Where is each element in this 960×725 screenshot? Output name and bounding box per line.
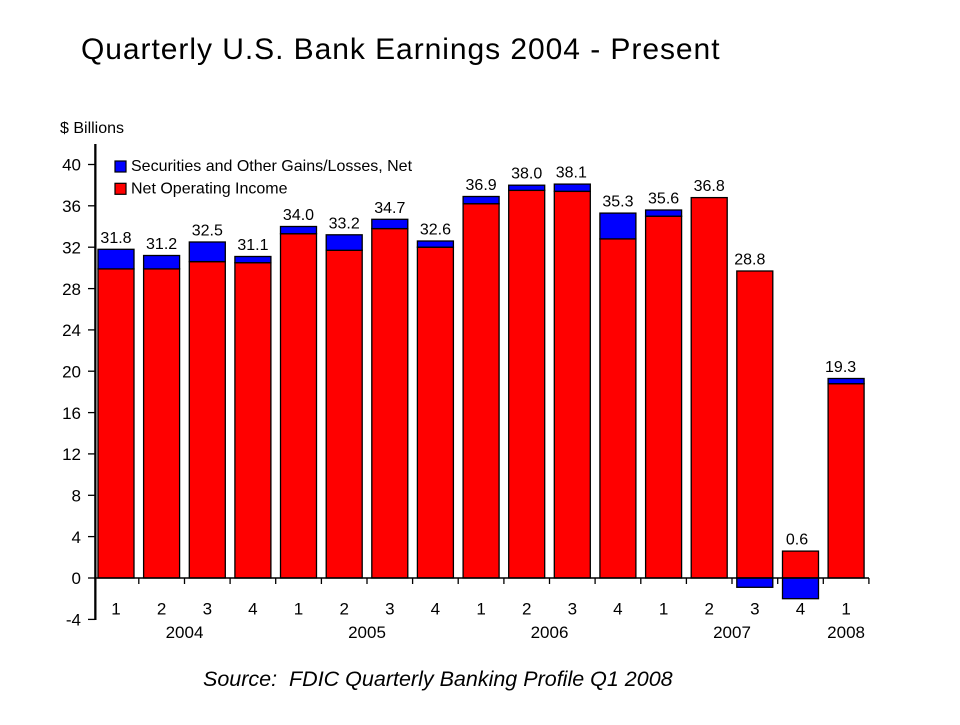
svg-text:20: 20 bbox=[62, 362, 81, 381]
svg-text:34.7: 34.7 bbox=[374, 200, 405, 217]
svg-text:38.1: 38.1 bbox=[556, 165, 587, 182]
svg-text:12: 12 bbox=[62, 445, 81, 464]
svg-text:3: 3 bbox=[568, 600, 577, 619]
svg-text:Source: FDIC Quarterly Bankin: Source: FDIC Quarterly Banking Profile Q… bbox=[203, 667, 673, 691]
svg-text:2: 2 bbox=[157, 600, 166, 619]
svg-text:2008: 2008 bbox=[827, 623, 865, 642]
svg-text:32: 32 bbox=[62, 238, 81, 257]
svg-text:2: 2 bbox=[704, 600, 713, 619]
svg-text:24: 24 bbox=[62, 321, 81, 340]
svg-text:34.0: 34.0 bbox=[283, 207, 314, 224]
svg-text:31.8: 31.8 bbox=[100, 230, 131, 247]
svg-text:40: 40 bbox=[62, 156, 81, 175]
svg-text:4: 4 bbox=[796, 600, 805, 619]
svg-text:-4: -4 bbox=[66, 611, 81, 630]
svg-text:1: 1 bbox=[841, 600, 850, 619]
svg-text:31.2: 31.2 bbox=[146, 236, 177, 253]
svg-text:Net Operating Income: Net Operating Income bbox=[131, 181, 288, 198]
svg-text:32.5: 32.5 bbox=[192, 223, 223, 240]
svg-text:31.1: 31.1 bbox=[237, 237, 268, 254]
svg-text:Securities and Other Gains/Los: Securities and Other Gains/Losses, Net bbox=[131, 158, 413, 175]
svg-text:3: 3 bbox=[750, 600, 759, 619]
svg-text:35.6: 35.6 bbox=[648, 191, 679, 208]
svg-text:33.2: 33.2 bbox=[329, 215, 360, 232]
svg-text:4: 4 bbox=[613, 600, 622, 619]
svg-text:8: 8 bbox=[72, 487, 81, 506]
svg-text:28.8: 28.8 bbox=[734, 252, 765, 269]
svg-text:38.0: 38.0 bbox=[511, 166, 542, 183]
svg-text:1: 1 bbox=[659, 600, 668, 619]
svg-text:$ Billions: $ Billions bbox=[60, 120, 124, 137]
svg-text:36.8: 36.8 bbox=[694, 178, 725, 195]
svg-text:3: 3 bbox=[385, 600, 394, 619]
svg-text:2006: 2006 bbox=[531, 623, 569, 642]
svg-text:2: 2 bbox=[339, 600, 348, 619]
svg-text:4: 4 bbox=[72, 528, 81, 547]
svg-text:16: 16 bbox=[62, 404, 81, 423]
svg-text:2007: 2007 bbox=[713, 623, 751, 642]
svg-text:19.3: 19.3 bbox=[825, 359, 856, 376]
svg-text:0.6: 0.6 bbox=[786, 532, 808, 549]
svg-text:4: 4 bbox=[248, 600, 257, 619]
svg-text:35.3: 35.3 bbox=[602, 194, 633, 211]
svg-text:1: 1 bbox=[476, 600, 485, 619]
svg-text:36: 36 bbox=[62, 197, 81, 216]
svg-text:0: 0 bbox=[72, 569, 81, 588]
svg-text:4: 4 bbox=[431, 600, 440, 619]
svg-text:2005: 2005 bbox=[348, 623, 386, 642]
svg-text:28: 28 bbox=[62, 280, 81, 299]
svg-text:2004: 2004 bbox=[166, 623, 204, 642]
svg-text:36.9: 36.9 bbox=[466, 177, 497, 194]
svg-text:1: 1 bbox=[111, 600, 120, 619]
svg-text:2: 2 bbox=[522, 600, 531, 619]
svg-text:3: 3 bbox=[203, 600, 212, 619]
svg-text:1: 1 bbox=[294, 600, 303, 619]
svg-text:32.6: 32.6 bbox=[420, 222, 451, 239]
svg-text:Quarterly U.S. Bank Earnings 2: Quarterly U.S. Bank Earnings 2004 - Pres… bbox=[81, 33, 720, 66]
